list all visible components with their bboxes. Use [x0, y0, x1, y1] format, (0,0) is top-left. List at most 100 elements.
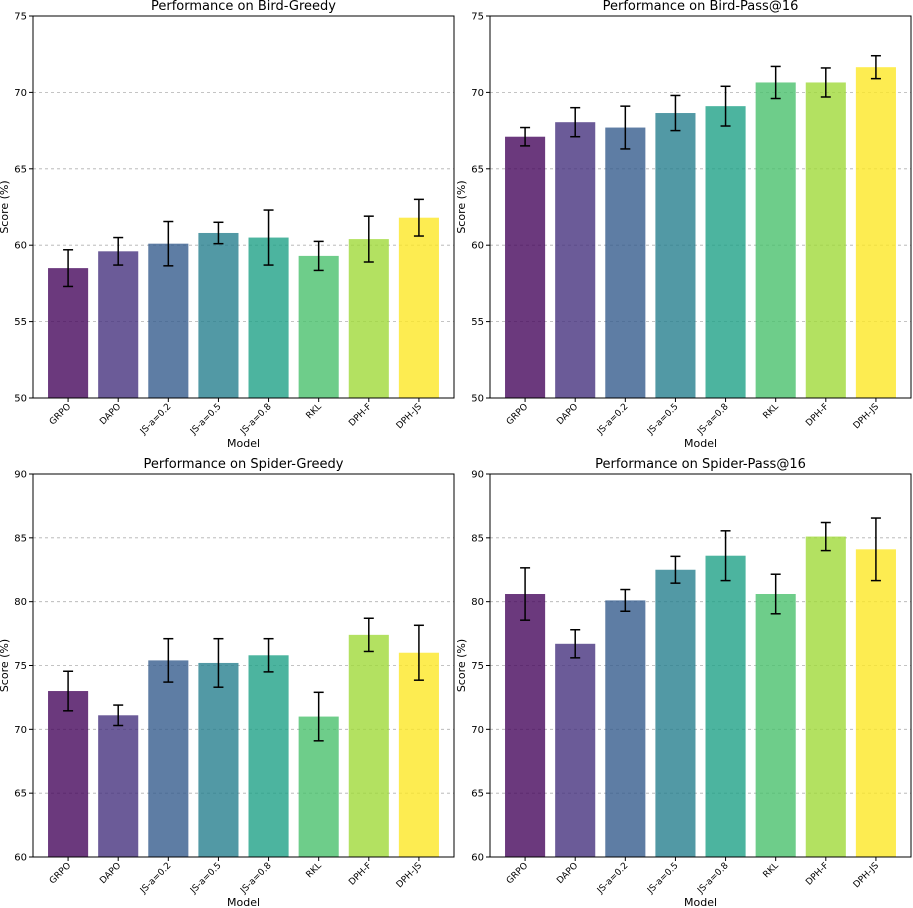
error-bar [570, 629, 581, 659]
y-tick-label: 75 [471, 661, 484, 672]
x-tick-label: RKL [762, 402, 781, 421]
x-tick-label: JS-a=0.8 [238, 402, 274, 438]
bar-js-a-0-5 [198, 662, 239, 857]
x-tick-label: JS-a=0.5 [188, 402, 223, 437]
error-bar [113, 704, 124, 727]
x-tick-label: RKL [762, 861, 781, 880]
error-bar [163, 220, 174, 267]
bar-js-a-0-2 [605, 600, 646, 857]
x-tick-label: JS-a=0.2 [595, 861, 630, 896]
error-bar [313, 240, 324, 272]
x-tick-label: DAPO [98, 402, 123, 427]
error-bar [670, 94, 681, 132]
error-bar [670, 555, 681, 584]
y-tick-label: 85 [471, 533, 484, 544]
y-tick-label: 90 [14, 470, 27, 481]
x-axis-label: Model [684, 437, 717, 450]
y-tick-label: 70 [14, 88, 27, 99]
y-tick-label: 80 [14, 597, 27, 608]
x-tick-label: JS-a=0.5 [645, 861, 680, 896]
bar-rkl [755, 82, 796, 398]
y-tick-label: 75 [471, 12, 484, 23]
bar-rkl [298, 255, 339, 398]
bar-grpo [48, 268, 89, 398]
bar-grpo [505, 136, 546, 398]
x-tick-label: JS-a=0.2 [138, 402, 173, 437]
error-bar [520, 126, 531, 147]
bar-dph-js [398, 217, 439, 398]
chart-title: Performance on Spider-Greedy [144, 457, 344, 472]
error-bar [63, 249, 74, 288]
x-tick-label: GRPO [505, 402, 530, 427]
y-tick-label: 60 [471, 241, 484, 252]
error-bar [413, 624, 424, 681]
bar-rkl [755, 594, 796, 857]
y-tick-label: 65 [471, 164, 484, 175]
error-bar [520, 567, 531, 621]
y-tick-label: 75 [14, 661, 27, 672]
x-tick-label: JS-a=0.8 [238, 861, 274, 897]
x-tick-label: DPH-F [347, 402, 374, 429]
bar-dph-js [855, 549, 896, 857]
y-tick-label: 55 [14, 317, 27, 328]
bar-js-a-0-5 [655, 113, 696, 398]
bar-js-a-0-8 [705, 555, 746, 857]
bar-js-a-0-2 [148, 660, 189, 857]
bar-dph-f [805, 82, 846, 398]
x-tick-label: DPH-JS [395, 861, 424, 890]
y-tick-label: 50 [471, 394, 484, 405]
error-bar [570, 106, 581, 138]
y-tick-label: 80 [471, 597, 484, 608]
bar-js-a-0-5 [198, 232, 239, 398]
x-tick-label: DPH-F [804, 402, 831, 429]
x-tick-label: RKL [305, 402, 324, 421]
bar-js-a-0-2 [148, 243, 189, 398]
bar-dph-f [348, 634, 389, 857]
bar-dapo [98, 715, 139, 857]
bar-dapo [98, 251, 139, 398]
chart-title: Performance on Spider-Pass@16 [595, 457, 806, 472]
y-tick-label: 70 [14, 725, 27, 736]
bar-dph-f [348, 239, 389, 398]
subplot-2: 50 55 60 65 70 75 GRPO DAPO JS-a=0.2 JS-a=0.5 JS-a… [455, 0, 912, 450]
bar-js-a-0-2 [605, 127, 646, 398]
x-tick-label: JS-a=0.2 [138, 861, 173, 896]
y-tick-label: 90 [471, 470, 484, 481]
y-tick-label: 65 [471, 789, 484, 800]
bar-grpo [505, 594, 546, 857]
bar-dapo [555, 643, 596, 857]
y-axis-label: Score (%) [455, 639, 468, 692]
error-bar [820, 67, 831, 98]
x-tick-label: RKL [305, 861, 324, 880]
error-bar [313, 691, 324, 742]
x-axis-label: Model [227, 896, 260, 908]
x-tick-label: GRPO [505, 861, 530, 886]
y-tick-label: 70 [471, 725, 484, 736]
y-tick-label: 60 [471, 853, 484, 864]
error-bar [163, 637, 174, 683]
bar-dph-js [398, 652, 439, 857]
x-tick-label: DPH-JS [395, 402, 424, 431]
y-tick-label: 65 [14, 164, 27, 175]
y-tick-label: 55 [471, 317, 484, 328]
bar-js-a-0-8 [248, 655, 289, 857]
x-tick-label: DAPO [555, 402, 580, 427]
error-bar [720, 530, 731, 582]
error-bar [770, 573, 781, 615]
error-bar [213, 637, 224, 688]
x-tick-label: GRPO [48, 402, 73, 427]
error-bar [720, 85, 731, 127]
x-axis-label: Model [684, 896, 717, 908]
y-tick-label: 50 [14, 394, 27, 405]
y-tick-label: 65 [14, 789, 27, 800]
error-bar [263, 209, 274, 266]
y-axis-label: Score (%) [0, 180, 11, 233]
y-axis-label: Score (%) [455, 180, 468, 233]
bar-dph-js [855, 67, 896, 399]
y-tick-label: 60 [14, 241, 27, 252]
error-bar [413, 198, 424, 237]
error-bar [870, 517, 881, 582]
x-axis-label: Model [227, 437, 260, 450]
error-bar [363, 617, 374, 653]
bar-grpo [48, 691, 89, 857]
